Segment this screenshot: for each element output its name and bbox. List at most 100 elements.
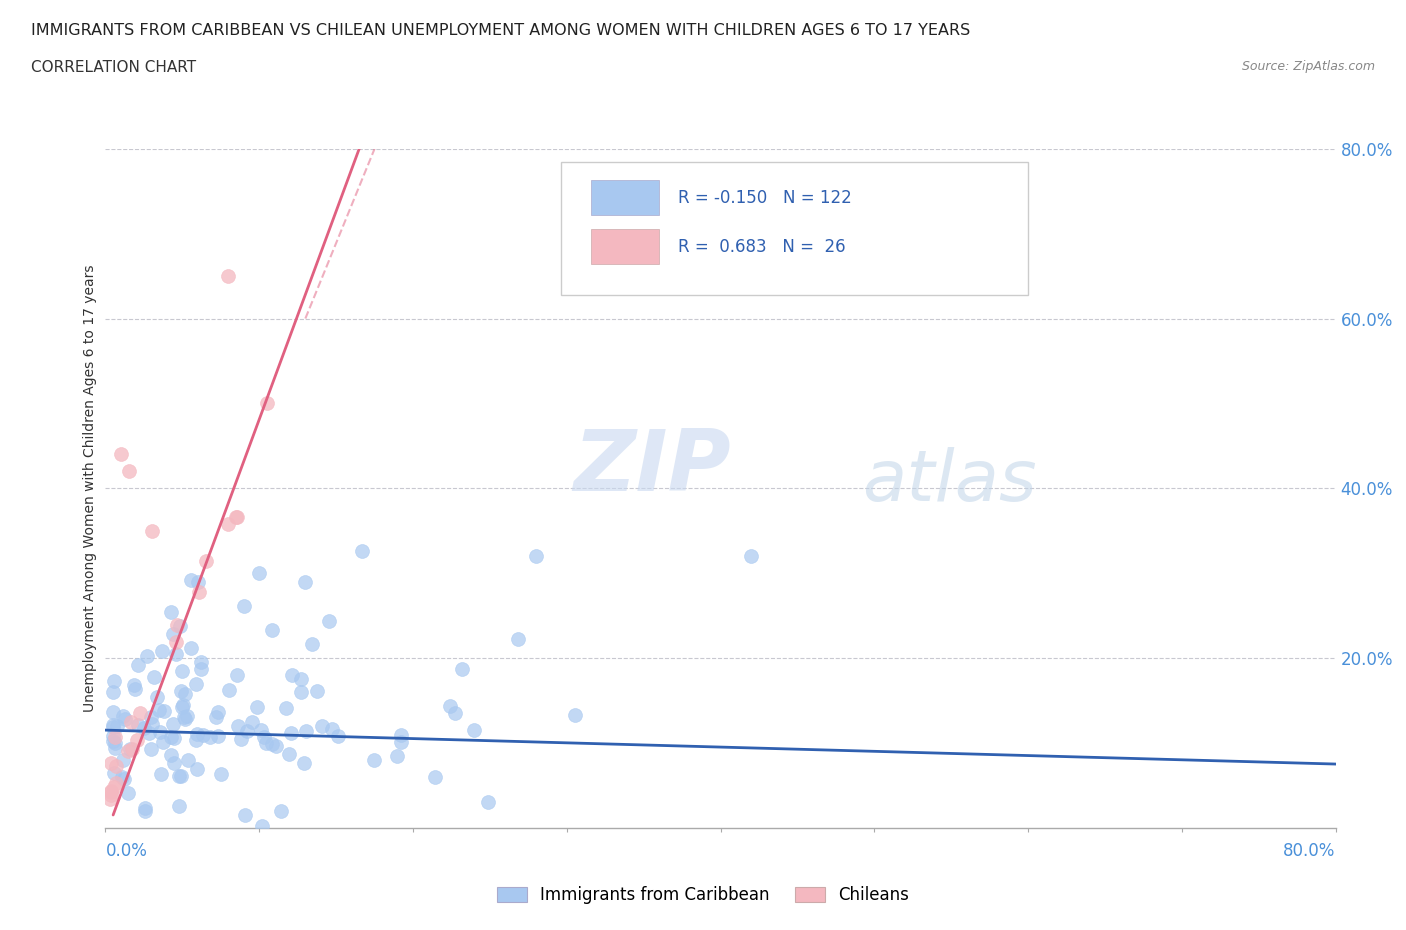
Point [232, 599, 254, 614]
Point [110, 447, 132, 462]
Point [138, 725, 160, 740]
Point [122, 677, 145, 692]
Point [247, 565, 270, 580]
Point [194, 553, 217, 568]
Point [152, 735, 174, 750]
Point [163, 730, 186, 745]
Point [225, 510, 247, 525]
Point [124, 682, 146, 697]
Point [104, 729, 127, 744]
FancyBboxPatch shape [561, 163, 1028, 295]
Point [132, 720, 155, 735]
Point [180, 573, 202, 588]
Text: IMMIGRANTS FROM CARIBBEAN VS CHILEAN UNEMPLOYMENT AMONG WOMEN WITH CHILDREN AGES: IMMIGRANTS FROM CARIBBEAN VS CHILEAN UNE… [31, 23, 970, 38]
FancyBboxPatch shape [592, 180, 659, 216]
Point [177, 752, 200, 767]
Point [260, 737, 283, 751]
Point [125, 732, 148, 747]
Point [127, 718, 149, 733]
Point [165, 634, 187, 649]
Point [321, 722, 343, 737]
Point [389, 735, 412, 750]
Point [236, 724, 259, 738]
Point [190, 655, 212, 670]
Point [160, 748, 183, 763]
Point [160, 604, 183, 619]
Point [205, 710, 228, 724]
Text: ZIP: ZIP [574, 426, 731, 510]
Point [174, 686, 197, 701]
Point [294, 574, 316, 589]
Point [104, 741, 127, 756]
Point [193, 727, 215, 742]
Point [180, 641, 202, 656]
Point [187, 574, 209, 589]
Text: CORRELATION CHART: CORRELATION CHART [31, 60, 195, 75]
Point [186, 733, 208, 748]
Point [112, 772, 135, 787]
Point [153, 704, 176, 719]
Point [101, 720, 124, 735]
Point [127, 658, 149, 672]
Point [740, 549, 762, 564]
Legend: Immigrants from Caribbean, Chileans: Immigrants from Caribbean, Chileans [489, 878, 917, 912]
Point [141, 524, 163, 538]
Point [326, 728, 349, 743]
Point [218, 269, 240, 284]
Point [105, 776, 128, 790]
Point [225, 510, 247, 525]
Point [506, 631, 529, 646]
Point [463, 723, 485, 737]
Point [264, 738, 287, 753]
Point [207, 705, 229, 720]
Point [389, 727, 412, 742]
Text: atlas: atlas [862, 447, 1036, 516]
Point [170, 699, 193, 714]
Point [112, 709, 135, 724]
Point [252, 730, 274, 745]
Point [117, 744, 139, 759]
Point [170, 684, 193, 698]
Point [256, 396, 278, 411]
Point [363, 752, 385, 767]
Text: R = -0.150   N = 122: R = -0.150 N = 122 [678, 189, 851, 206]
Point [477, 794, 499, 809]
Point [186, 726, 208, 741]
Point [231, 732, 253, 747]
Point [385, 749, 408, 764]
Point [100, 788, 122, 803]
Point [524, 549, 547, 564]
Point [444, 706, 467, 721]
Point [173, 710, 195, 724]
Point [290, 671, 312, 686]
Point [136, 649, 159, 664]
Point [117, 786, 139, 801]
Point [166, 618, 188, 632]
Point [165, 646, 187, 661]
Text: 0.0%: 0.0% [105, 842, 148, 859]
Point [114, 711, 136, 726]
Point [307, 684, 329, 698]
Point [277, 747, 299, 762]
Point [311, 718, 333, 733]
Point [186, 762, 208, 777]
Point [226, 719, 249, 734]
Point [142, 669, 165, 684]
Point [318, 613, 340, 628]
Point [146, 690, 169, 705]
Point [240, 715, 263, 730]
Point [105, 719, 128, 734]
Point [439, 698, 461, 713]
Point [246, 700, 269, 715]
Point [100, 785, 122, 800]
Point [117, 464, 139, 479]
Point [141, 716, 163, 731]
Point [129, 705, 152, 720]
Point [150, 644, 173, 658]
Point [121, 742, 143, 757]
Point [101, 685, 124, 700]
Point [111, 753, 134, 768]
Text: 80.0%: 80.0% [1284, 842, 1336, 859]
Point [101, 704, 124, 719]
Point [207, 728, 229, 743]
